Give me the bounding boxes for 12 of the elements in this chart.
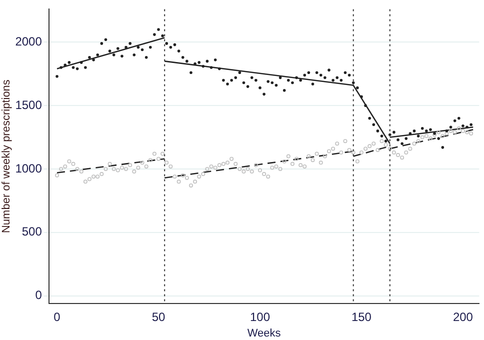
y-tick-label: 1500 [15, 98, 42, 112]
x-axis-title: Weeks [247, 327, 282, 340]
x-tick-label: 0 [54, 310, 61, 324]
y-tick-label: 2000 [15, 34, 42, 48]
x-tick-label: 50 [152, 310, 166, 324]
y-tick-label: 1000 [15, 161, 42, 176]
x-tick-label: 200 [452, 310, 474, 324]
x-tick-label: 100 [250, 310, 270, 324]
x-tick-label: 150 [351, 310, 372, 324]
y-axis-title: Number of weekly prescriptions [0, 79, 13, 234]
y-tick-label: 0 [35, 288, 42, 302]
y-tick-label: 500 [22, 224, 42, 239]
